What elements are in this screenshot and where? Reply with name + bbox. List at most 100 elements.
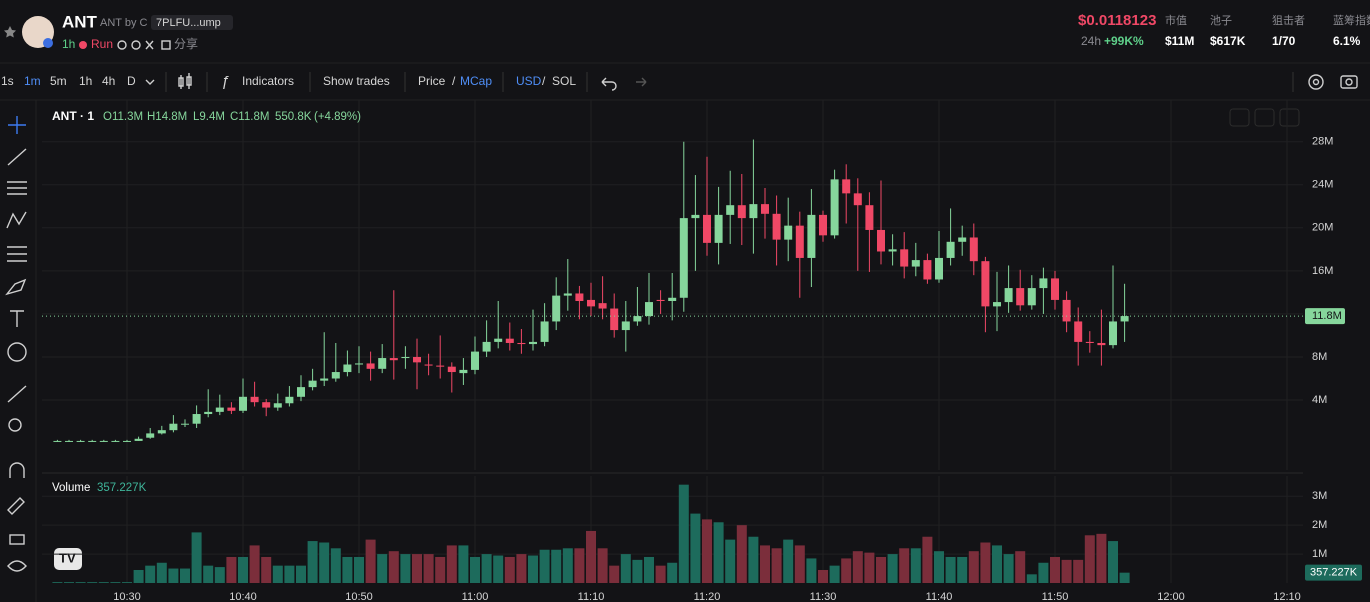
candle-body xyxy=(273,403,282,408)
brush-tool[interactable] xyxy=(5,278,27,296)
volume-bar xyxy=(992,545,1002,583)
pane-button[interactable] xyxy=(1229,108,1250,127)
crosshair-tool[interactable] xyxy=(8,116,26,134)
undo[interactable] xyxy=(601,77,617,91)
toolbar-indicators[interactable]: Indicators xyxy=(242,74,294,88)
volume-bar xyxy=(504,556,515,583)
candle-body xyxy=(459,369,468,374)
share[interactable]: 分享 xyxy=(174,36,198,51)
caret[interactable] xyxy=(145,79,155,85)
candle-body xyxy=(146,433,155,438)
address-chip[interactable] xyxy=(151,15,233,30)
candle-body xyxy=(1027,288,1036,306)
toolbar-show-trades[interactable]: Show trades xyxy=(323,74,390,88)
interval[interactable]: 5m xyxy=(50,74,67,88)
run: Run xyxy=(91,37,113,51)
pane-button[interactable] xyxy=(1279,108,1300,127)
candle-body xyxy=(807,214,816,258)
pattern-tool[interactable] xyxy=(6,211,27,229)
candle-body xyxy=(830,179,839,236)
toolbar-price[interactable]: Price xyxy=(418,74,446,88)
interval[interactable]: 1s xyxy=(1,74,14,88)
candle-body xyxy=(529,341,537,345)
lock-tool[interactable] xyxy=(9,534,25,545)
x-tick-label: 11:30 xyxy=(810,591,837,602)
stat-label: 狙击者 xyxy=(1272,14,1305,27)
candle-body xyxy=(366,363,375,369)
ohlc-legend: 550.8K xyxy=(275,111,312,123)
zoom-tool[interactable] xyxy=(8,418,22,432)
candle-body xyxy=(656,299,665,301)
emoji-tool[interactable] xyxy=(7,342,27,362)
lock-draw[interactable] xyxy=(7,497,25,515)
volume-bar xyxy=(620,554,631,583)
tv-logo-text: TV xyxy=(59,550,76,565)
candle-body xyxy=(1004,288,1013,303)
volume-bar xyxy=(319,542,330,583)
y2-tick-label: 3M xyxy=(1312,490,1327,502)
volume-bar xyxy=(818,569,828,583)
volume-bar xyxy=(968,551,979,583)
settings[interactable] xyxy=(1308,74,1324,90)
camera[interactable] xyxy=(1340,75,1358,89)
volume-bar xyxy=(458,545,469,583)
candle-body xyxy=(447,366,456,373)
link-icon[interactable] xyxy=(161,40,171,50)
toolbar-usd[interactable]: USD xyxy=(516,74,542,88)
interval[interactable]: 1m xyxy=(24,74,41,88)
volume-bar xyxy=(690,513,701,583)
line-tool[interactable] xyxy=(7,148,27,166)
candle-body xyxy=(424,364,433,366)
projection-tool[interactable] xyxy=(7,246,27,262)
x-icon[interactable] xyxy=(145,40,154,50)
volume-bar xyxy=(1003,554,1014,583)
interval[interactable]: 4h xyxy=(102,74,115,88)
volume-bar xyxy=(388,551,399,583)
candle-body xyxy=(482,341,491,352)
candle-body xyxy=(1039,278,1048,289)
ruler-tool[interactable] xyxy=(7,385,27,403)
star-icon[interactable] xyxy=(4,26,16,38)
toolbar-sep[interactable]: / xyxy=(452,74,456,88)
candle-body xyxy=(1051,278,1059,300)
volume-bar xyxy=(1015,551,1026,583)
candle-body xyxy=(749,204,758,219)
volume-bar xyxy=(122,582,132,583)
candle-body xyxy=(436,365,445,367)
candle-body xyxy=(53,440,62,442)
fib-tool[interactable] xyxy=(7,181,27,195)
interval[interactable]: 1h xyxy=(79,74,92,88)
icon[interactable] xyxy=(131,40,141,50)
volume-bar xyxy=(528,555,538,583)
candle-body xyxy=(552,295,561,322)
candle-body xyxy=(877,229,885,252)
candle-body xyxy=(181,423,189,425)
last-price-label: 11.8M xyxy=(1312,310,1342,322)
toolbar-mcap[interactable]: MCap xyxy=(460,74,492,88)
volume-bar xyxy=(423,554,434,583)
volume-bar xyxy=(597,548,608,583)
candle-body xyxy=(157,430,166,434)
text-tool[interactable] xyxy=(10,310,24,327)
candle-body xyxy=(969,237,978,262)
candle-body xyxy=(123,440,131,442)
fx-icon[interactable]: ƒ xyxy=(221,73,229,90)
redo[interactable] xyxy=(636,77,647,87)
toolbar-sol[interactable]: SOL xyxy=(552,74,576,88)
volume-bar xyxy=(87,582,98,583)
icon[interactable] xyxy=(117,40,127,50)
volume-bar xyxy=(771,548,782,583)
interval[interactable]: D xyxy=(127,74,136,88)
candle-icon[interactable] xyxy=(178,73,192,89)
eye-tool[interactable] xyxy=(7,560,27,572)
candle-body xyxy=(331,372,340,379)
settings xyxy=(1312,78,1320,86)
volume-bar xyxy=(272,565,283,583)
candle-body xyxy=(505,338,514,343)
pane-button[interactable] xyxy=(1254,108,1275,127)
magnet-tool[interactable] xyxy=(9,462,25,478)
candle-body xyxy=(540,321,549,342)
symbol: ANT · 1 xyxy=(52,109,94,123)
toolbar-sep[interactable]: / xyxy=(542,74,546,88)
